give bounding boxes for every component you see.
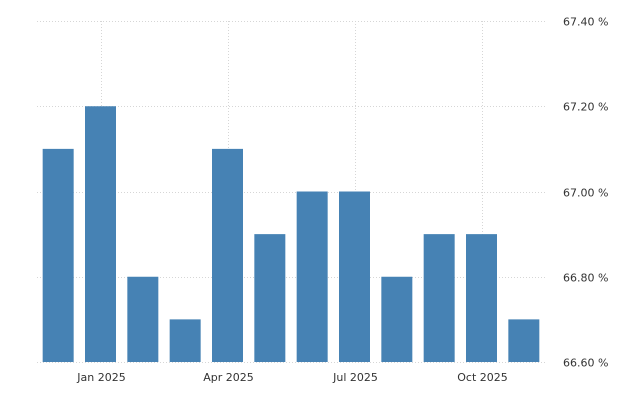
bar[interactable] — [85, 106, 116, 362]
bar[interactable] — [508, 319, 540, 362]
y-tick-label: 66.60 % — [563, 357, 608, 370]
bar[interactable] — [42, 148, 74, 362]
bar[interactable] — [381, 276, 413, 362]
bar[interactable] — [169, 319, 201, 362]
x-tick-label: Oct 2025 — [457, 371, 508, 384]
x-tick-label: Jan 2025 — [76, 371, 125, 384]
bar[interactable] — [423, 234, 455, 362]
x-tick-label: Apr 2025 — [203, 371, 254, 384]
bar[interactable] — [296, 191, 328, 363]
y-tick-label: 67.20 % — [563, 101, 608, 114]
bar[interactable] — [212, 148, 243, 362]
bar[interactable] — [466, 234, 497, 362]
x-axis-labels: Jan 2025 Apr 2025 Jul 2025 Oct 2025 — [76, 371, 507, 384]
x-tick-label: Jul 2025 — [332, 371, 378, 384]
y-tick-label: 66.80 % — [563, 272, 608, 285]
bars — [42, 106, 540, 363]
y-tick-label: 67.40 % — [563, 16, 608, 29]
y-axis-labels: 66.60 % 66.80 % 67.00 % 67.20 % 67.40 % — [563, 16, 608, 370]
grid-lines — [37, 21, 545, 363]
bar[interactable] — [254, 234, 286, 362]
y-tick-label: 67.00 % — [563, 187, 608, 200]
bar[interactable] — [127, 276, 159, 362]
bar[interactable] — [339, 191, 370, 363]
